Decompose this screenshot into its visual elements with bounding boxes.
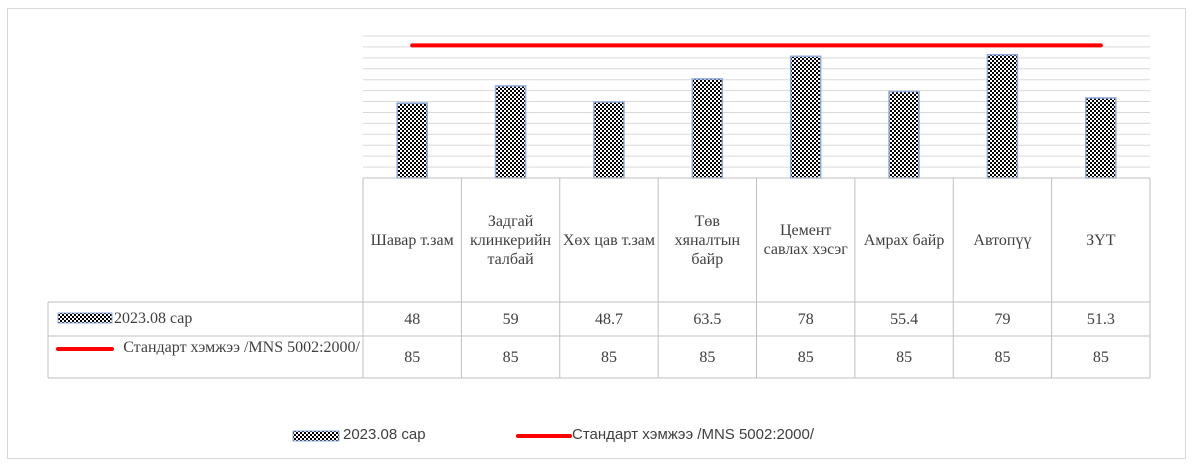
bar	[593, 101, 625, 179]
bar	[789, 55, 822, 179]
data-label: 85	[994, 348, 1011, 366]
bar	[1085, 97, 1117, 179]
legend-key	[57, 312, 113, 324]
data-label: 51.3	[1086, 310, 1115, 328]
legend-label: Стандарт хэмжээ /MNS 5002:2000/	[572, 426, 815, 443]
x-tick-label: Хөх цав т.зам	[562, 231, 655, 249]
bar	[888, 90, 920, 179]
data-label: 59	[502, 310, 519, 328]
data-label: 85	[797, 348, 814, 366]
data-label: 63.5	[693, 310, 722, 328]
x-tick-label: Шавар т.зам	[370, 231, 454, 249]
bar	[986, 53, 1019, 179]
bar	[396, 102, 428, 179]
row-label: Стандарт хэмжээ /MNS 5002:2000/	[123, 339, 360, 356]
bar	[494, 85, 527, 179]
x-tick-label: Төв хяналтын байр	[674, 212, 741, 268]
data-label: 85	[404, 348, 421, 366]
data-label: 55.4	[890, 310, 919, 328]
bar	[691, 78, 724, 179]
data-label: 48	[404, 310, 421, 328]
data-label: 85	[1092, 348, 1109, 366]
data-label: 85	[699, 348, 716, 366]
x-tick-label: Задгай клинкерийн талбай	[470, 212, 552, 268]
data-label: 85	[600, 348, 617, 366]
x-tick-label: Амрах байр	[863, 231, 945, 249]
data-label: 79	[994, 310, 1011, 328]
chart-border	[7, 8, 1186, 459]
data-label: 85	[502, 348, 519, 366]
data-label: 48.7	[594, 310, 623, 328]
row-label: 2023.08 сар	[114, 310, 193, 327]
data-label: 78	[797, 310, 814, 328]
data-label: 85	[896, 348, 913, 366]
x-tick-label: Автопүү	[973, 231, 1032, 249]
legend-key	[292, 430, 340, 442]
x-tick-label: ЗҮТ	[1086, 231, 1116, 249]
legend-label: 2023.08 сар	[343, 426, 426, 443]
x-tick-label: Цемент савлах хэсэг	[763, 222, 848, 258]
